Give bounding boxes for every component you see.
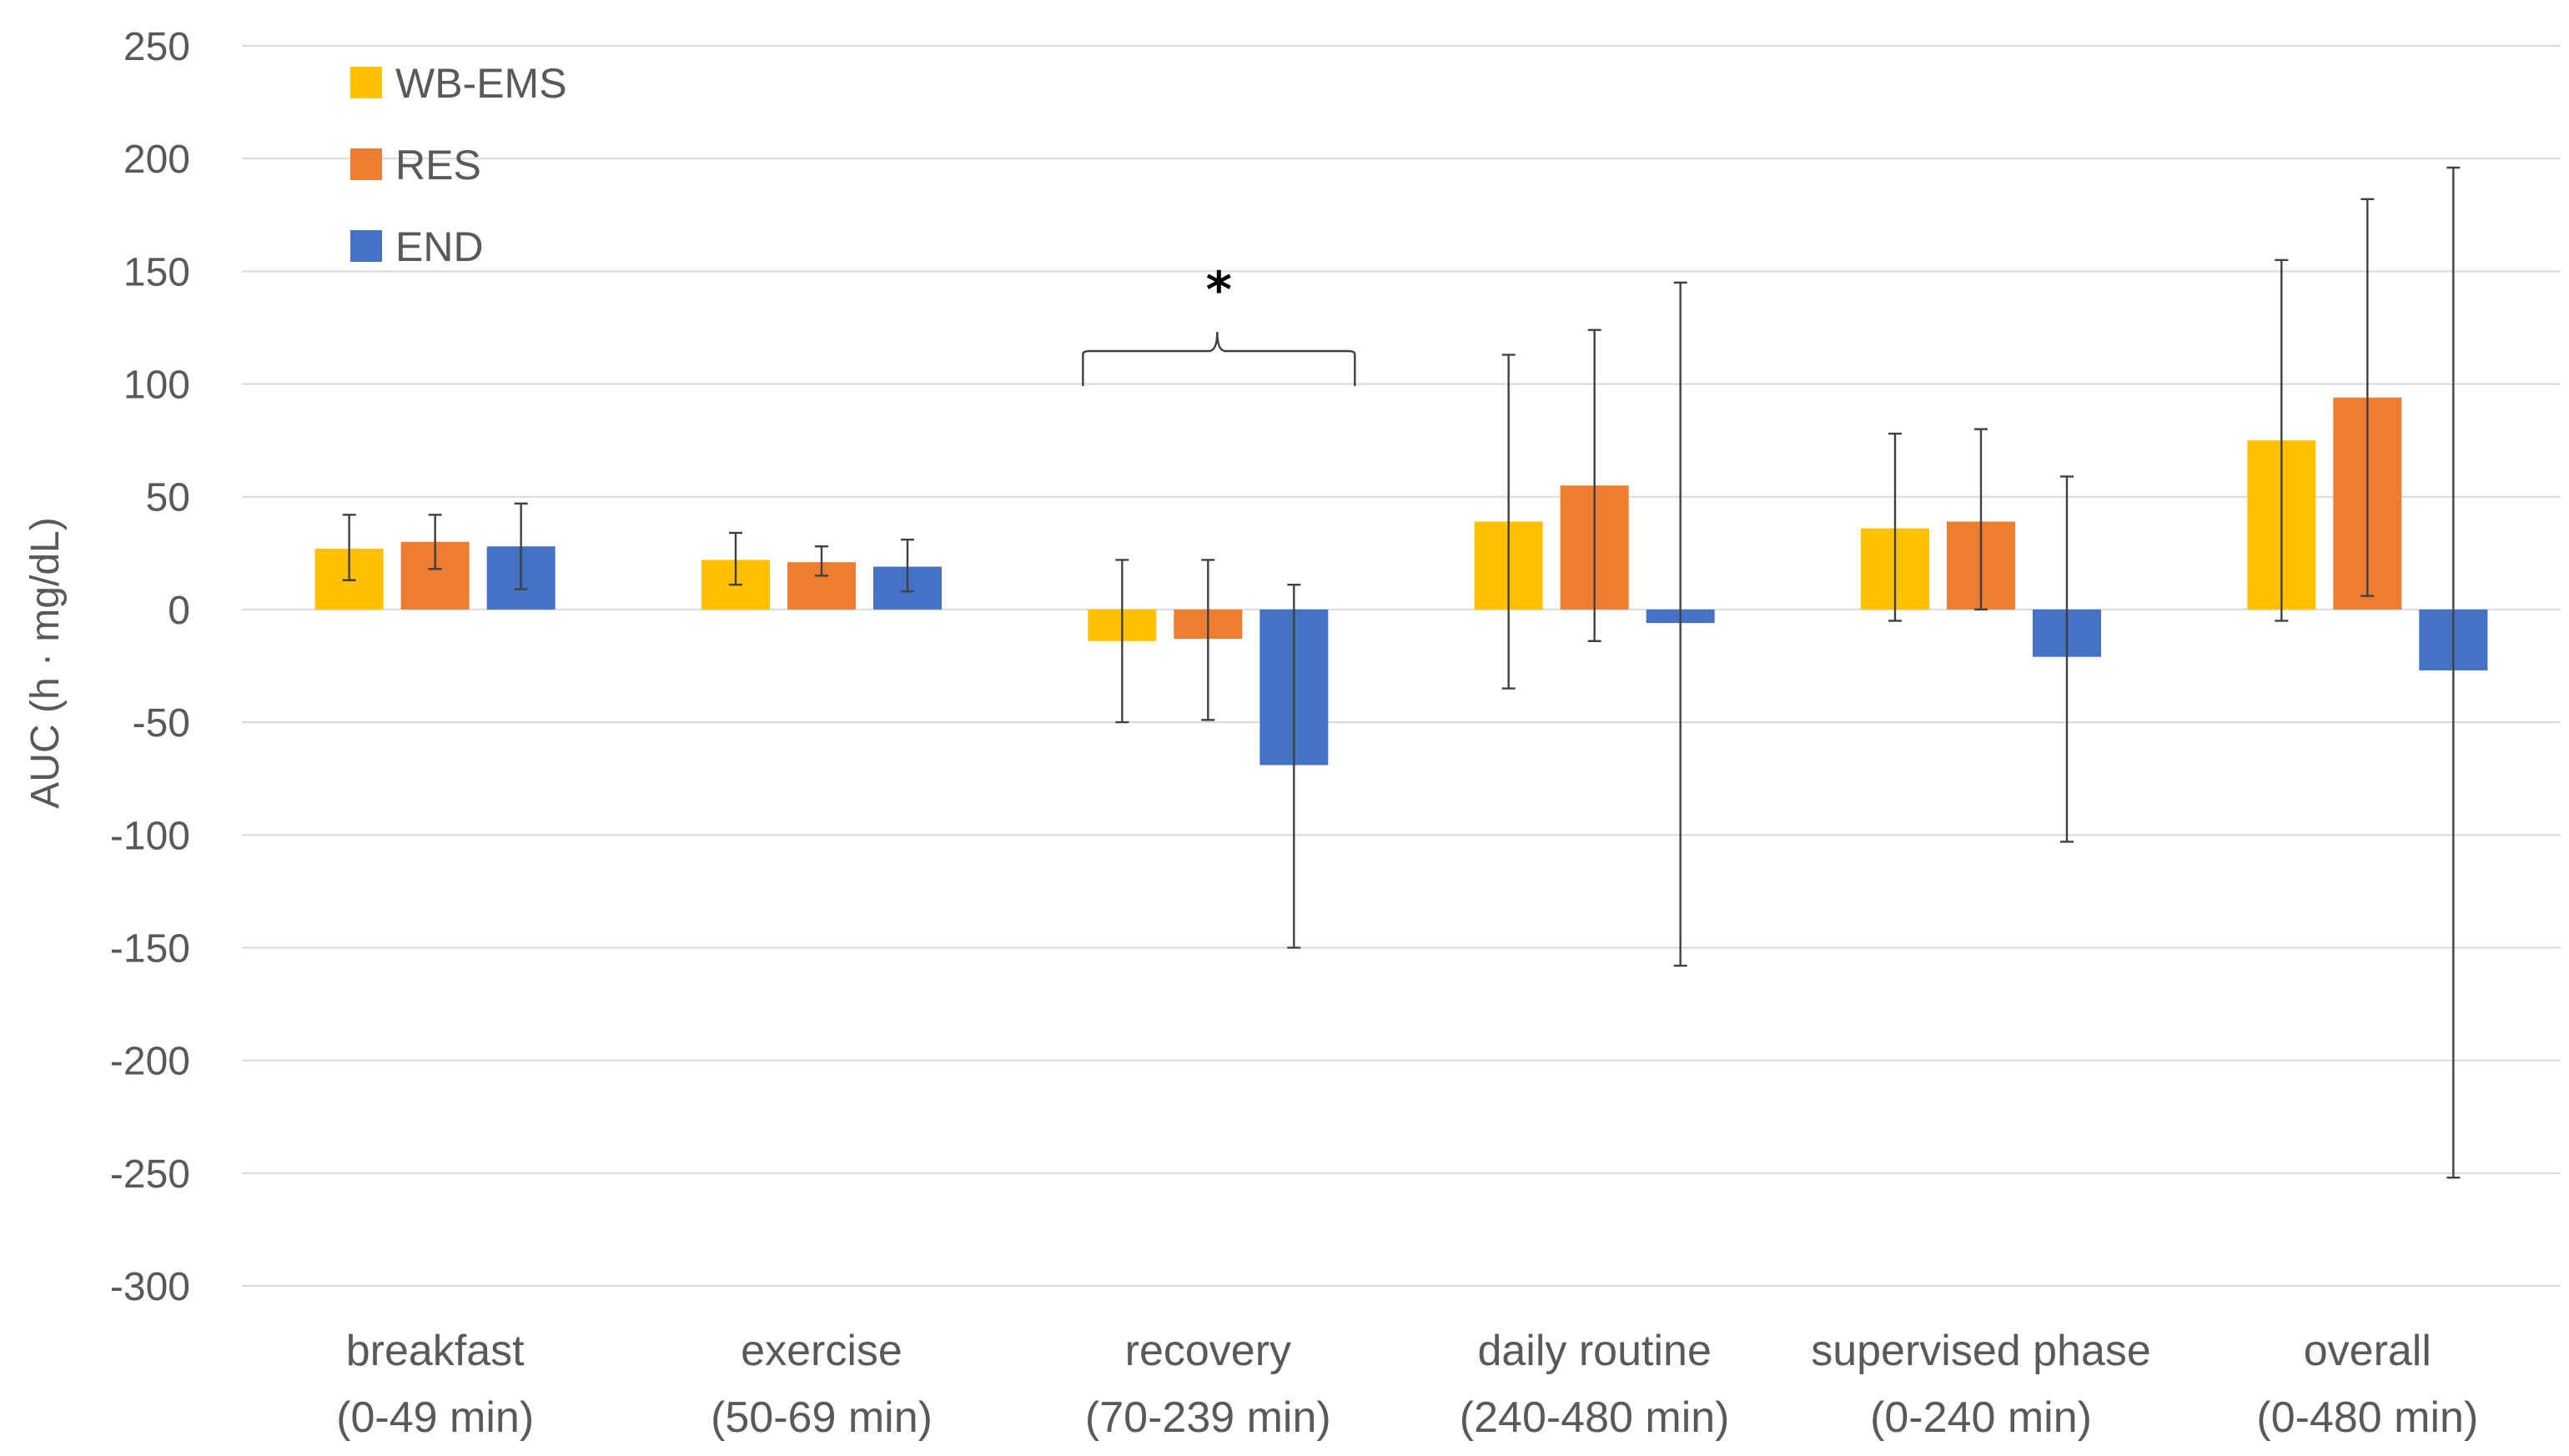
y-tick-label: 0 bbox=[168, 589, 190, 633]
x-category-label: (0-240 min) bbox=[1870, 1393, 2092, 1442]
y-tick-label: 250 bbox=[123, 25, 190, 69]
y-tick-label: -150 bbox=[110, 926, 190, 971]
y-tick-label: 50 bbox=[146, 476, 190, 520]
x-category-label: breakfast bbox=[346, 1327, 525, 1375]
legend-label: END bbox=[395, 223, 484, 270]
legend-label: RES bbox=[395, 142, 481, 188]
x-category-label: daily routine bbox=[1477, 1327, 1711, 1375]
y-tick-label: -200 bbox=[110, 1040, 190, 1084]
x-category-label: (0-480 min) bbox=[2256, 1393, 2478, 1442]
x-category-label: (50-69 min) bbox=[711, 1393, 933, 1442]
y-axis-ticks: 250 200 150 100 50 0 -50 -100 -150 -200 -250 -300 bbox=[110, 25, 190, 1309]
x-category-label: (70-239 min) bbox=[1085, 1393, 1331, 1442]
legend: WB-EMS RES END bbox=[350, 60, 567, 270]
y-tick-label: 150 bbox=[123, 250, 190, 294]
x-category-label: (0-49 min) bbox=[336, 1393, 534, 1442]
x-category-label: (240-480 min) bbox=[1460, 1393, 1730, 1442]
legend-swatch-end bbox=[350, 230, 382, 262]
bars bbox=[314, 397, 2488, 766]
y-tick-label: -100 bbox=[110, 814, 190, 858]
significance-bracket bbox=[1082, 331, 1356, 386]
annotations: * bbox=[1082, 261, 1356, 386]
x-category-label: supervised phase bbox=[1811, 1327, 2151, 1375]
error-bars bbox=[342, 166, 2461, 1179]
y-tick-label: -300 bbox=[110, 1265, 190, 1309]
y-tick-label: 200 bbox=[123, 138, 190, 182]
y-tick-label: -250 bbox=[110, 1152, 190, 1197]
y-tick-label: -50 bbox=[133, 701, 190, 746]
legend-swatch-res bbox=[350, 148, 382, 180]
x-category-label: exercise bbox=[741, 1327, 902, 1375]
x-category-label: recovery bbox=[1125, 1327, 1291, 1375]
y-tick-label: 100 bbox=[123, 364, 190, 408]
x-axis-labels: breakfast (0-49 min) exercise (50-69 min) re… bbox=[336, 1327, 2478, 1442]
legend-label: WB-EMS bbox=[395, 60, 567, 107]
y-axis-title: AUC (h · mg/dL) bbox=[23, 517, 68, 808]
legend-swatch-wb-ems bbox=[350, 67, 382, 98]
gridlines bbox=[242, 45, 2561, 1287]
x-category-label: overall bbox=[2304, 1327, 2431, 1375]
significance-star: * bbox=[1206, 261, 1232, 319]
